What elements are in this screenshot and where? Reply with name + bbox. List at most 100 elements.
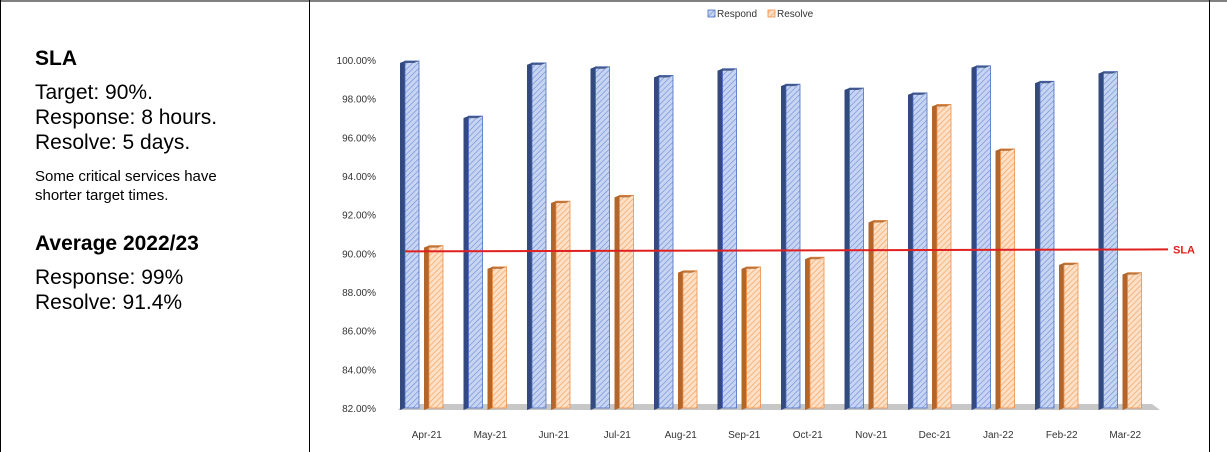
sla-info-panel: SLA Target: 90%. Response: 8 hours. Reso… — [35, 46, 295, 315]
bar-respond-top — [654, 75, 673, 78]
bar-resolve — [614, 194, 634, 410]
y-tick-label: 86.00% — [342, 327, 376, 338]
average-response-text: Response: 99% — [35, 266, 184, 289]
bar-resolve-face — [746, 266, 761, 409]
y-tick-label: 94.00% — [342, 172, 376, 183]
bar-respond — [717, 68, 737, 410]
bar-resolve — [932, 104, 952, 410]
bar-resolve-face — [936, 104, 952, 409]
floor-plane — [398, 404, 1160, 410]
bar-respond-top — [1098, 71, 1118, 74]
bar-resolve-top — [551, 201, 570, 204]
bar-respond-side — [844, 88, 850, 411]
x-axis-ticks: Apr-21 May-21 Jun-21 Jul-21 Aug-21 Sep-21 Oct-… — [412, 430, 1142, 441]
bar-resolve-face — [1127, 272, 1142, 409]
bar-respond-face — [849, 87, 864, 409]
bar-resolve-face — [873, 220, 888, 409]
bar-respond-side — [1035, 81, 1040, 411]
x-tick-label: Jan-22 — [983, 430, 1014, 441]
bar-resolve — [1059, 262, 1079, 410]
resolve-text: Resolve: 5 days. — [35, 131, 191, 154]
bar-respond-top — [971, 65, 991, 68]
bar-respond-top — [908, 92, 927, 95]
bar-respond-side — [463, 116, 469, 411]
x-tick-label: Aug-21 — [665, 430, 698, 441]
bar-resolve-side — [614, 195, 620, 410]
bar-respond-face — [531, 62, 547, 409]
y-tick-label: 90.00% — [342, 249, 376, 260]
bar-respond — [908, 92, 928, 410]
x-tick-label: Apr-21 — [412, 430, 442, 441]
bar-resolve-side — [551, 201, 556, 410]
bar-respond — [654, 75, 674, 410]
average-heading: Average 2022/23 — [35, 232, 199, 255]
x-tick-label: Mar-22 — [1109, 430, 1141, 441]
bar-resolve-face — [682, 270, 698, 409]
bar-resolve — [741, 266, 761, 410]
average-resolve-text: Resolve: 91.4% — [35, 291, 183, 314]
bar-resolve — [1122, 272, 1142, 410]
bar-respond-side — [654, 75, 659, 410]
bar-respond — [781, 83, 801, 411]
bar-resolve-side — [1059, 263, 1064, 410]
bar-respond-side — [908, 92, 913, 410]
y-tick-label: 88.00% — [342, 288, 376, 299]
bar-resolve-top — [995, 148, 1015, 151]
x-tick-label: Nov-21 — [855, 430, 888, 441]
bar-resolve-top — [1122, 272, 1142, 275]
bar-resolve-face — [1063, 262, 1079, 409]
bar-respond — [971, 65, 991, 411]
bar-respond-side — [590, 66, 596, 411]
x-tick-label: May-21 — [474, 430, 508, 441]
bar-resolve-face — [1000, 148, 1015, 409]
y-tick-label: 100.00% — [337, 56, 377, 67]
bar-resolve — [424, 245, 444, 410]
y-tick-label: 84.00% — [342, 365, 376, 376]
bar-resolve-side — [424, 245, 429, 410]
bar-resolve-top — [1059, 263, 1078, 265]
chart-floor — [398, 404, 1160, 410]
bar-respond-top — [1035, 81, 1054, 84]
y-axis-ticks: 82.00% 84.00% 86.00% 88.00% 90.00% 92.00% 94.0… — [337, 56, 377, 415]
x-tick-label: Feb-22 — [1046, 430, 1078, 441]
bar-respond-top — [463, 116, 483, 119]
bar-resolve-side — [678, 270, 683, 410]
x-tick-label: Oct-21 — [793, 430, 823, 441]
bar-respond-face — [722, 68, 737, 409]
legend-swatch-resolve — [767, 9, 776, 18]
bar-resolve-side — [487, 266, 493, 410]
legend: Respond Resolve — [707, 9, 814, 20]
bar-resolve-face — [555, 200, 571, 409]
bar-resolve-face — [492, 266, 507, 409]
bar-resolve-top — [678, 270, 697, 273]
bar-respond-top — [717, 68, 737, 71]
bar-resolve — [487, 266, 507, 410]
y-tick-label: 82.00% — [342, 404, 376, 415]
bar-respond-face — [468, 115, 483, 409]
bar-resolve — [678, 270, 698, 410]
sla-reference: SLA — [404, 244, 1195, 256]
bar-resolve-top — [741, 266, 761, 269]
bar-respond — [844, 87, 864, 411]
bar-respond — [590, 66, 610, 411]
bar-resolve-top — [805, 257, 824, 260]
x-tick-label: Jul-21 — [604, 430, 632, 441]
sla-heading: SLA — [35, 47, 77, 70]
bar-resolve-side — [741, 266, 747, 410]
bar-resolve — [868, 220, 888, 410]
bar-respond-face — [404, 60, 420, 409]
y-tick-label: 92.00% — [342, 211, 376, 222]
legend-swatch-respond — [707, 9, 716, 18]
bar-resolve-side — [932, 104, 937, 410]
bar-resolve-face — [619, 194, 634, 409]
bar-respond-top — [781, 84, 800, 87]
bar-respond — [1035, 80, 1055, 411]
bar-resolve — [995, 148, 1015, 410]
bar-respond-face — [976, 65, 991, 409]
bar-resolve — [551, 200, 571, 410]
bar-resolve-top — [932, 104, 951, 107]
note-line-1: Some critical services have — [35, 168, 217, 185]
x-tick-label: Dec-21 — [919, 430, 952, 441]
y-tick-label: 96.00% — [342, 133, 376, 144]
